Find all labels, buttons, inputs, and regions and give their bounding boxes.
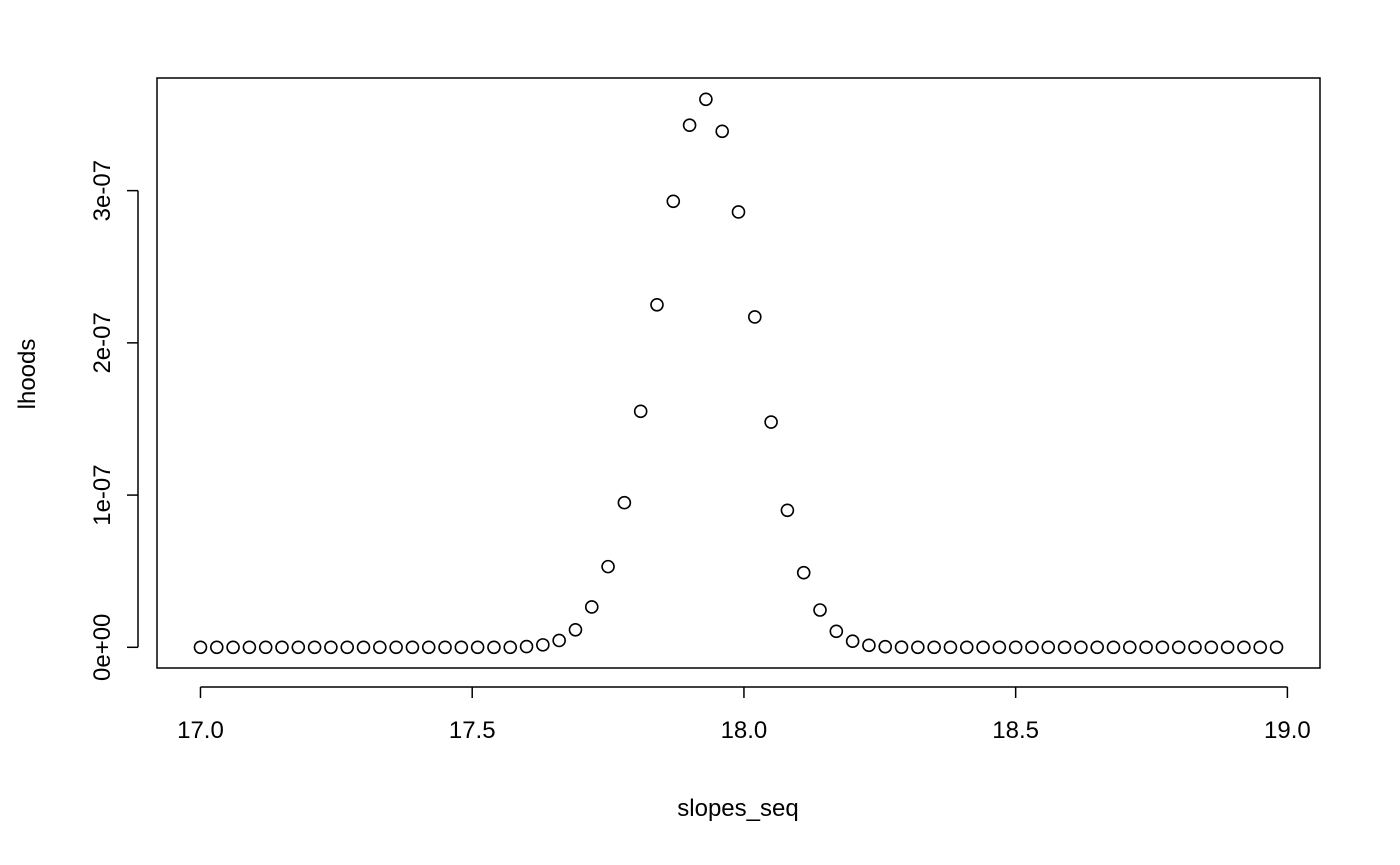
x-axis-title: slopes_seq — [677, 795, 798, 822]
y-axis-title: lhoods — [14, 339, 41, 410]
data-point — [536, 638, 550, 652]
plot-frame — [156, 77, 1321, 669]
data-point — [943, 640, 958, 655]
data-point — [1057, 640, 1072, 655]
data-point — [454, 640, 469, 655]
data-point — [340, 640, 355, 655]
data-point — [356, 640, 371, 655]
data-point — [258, 640, 273, 655]
data-point — [487, 640, 501, 655]
y-tick-label: 2e-07 — [89, 312, 116, 373]
data-point — [748, 310, 762, 324]
data-point — [682, 118, 697, 132]
data-point — [421, 640, 436, 655]
data-point — [959, 640, 974, 655]
data-point — [405, 640, 420, 655]
data-point — [862, 638, 876, 653]
data-point — [193, 640, 208, 655]
data-point — [1074, 640, 1088, 655]
y-tick-label: 3e-07 — [89, 160, 116, 221]
data-point — [275, 640, 289, 655]
y-tick-label: 0e+00 — [89, 614, 116, 681]
data-point — [894, 640, 909, 654]
data-point — [470, 640, 485, 655]
data-point — [1253, 640, 1268, 655]
data-point — [1122, 640, 1137, 655]
x-tick-label: 17.5 — [449, 717, 496, 744]
y-tick-label: 1e-07 — [89, 464, 116, 525]
data-point — [552, 633, 566, 648]
data-point — [1139, 640, 1153, 655]
data-point — [617, 495, 632, 510]
data-point — [764, 415, 778, 429]
data-point — [438, 640, 452, 655]
data-point — [1171, 640, 1186, 655]
data-point — [1220, 640, 1235, 655]
data-point — [584, 600, 599, 614]
data-point — [927, 640, 941, 655]
data-point — [226, 640, 240, 655]
data-point — [976, 640, 990, 655]
data-point — [633, 404, 648, 419]
data-point — [601, 559, 615, 574]
data-point — [291, 640, 306, 655]
data-points — [193, 92, 1284, 655]
x-tick-label: 18.0 — [721, 717, 768, 744]
data-point — [845, 634, 860, 649]
data-point — [829, 624, 844, 639]
data-point — [1090, 640, 1104, 655]
data-point — [1008, 640, 1023, 655]
data-point — [878, 639, 893, 654]
x-tick-label: 17.0 — [177, 717, 224, 744]
data-point — [780, 503, 795, 518]
data-point — [1269, 640, 1284, 655]
x-tick-label: 18.5 — [992, 717, 1039, 744]
data-point — [666, 194, 681, 209]
data-point — [796, 565, 811, 580]
x-axis: 17.0 17.5 18.0 18.5 19.0 — [177, 686, 1311, 744]
data-point — [699, 92, 713, 107]
data-point — [1204, 640, 1219, 655]
data-point — [992, 640, 1007, 655]
data-point — [373, 640, 387, 655]
data-point — [1041, 640, 1056, 655]
data-point — [731, 205, 746, 219]
data-point — [242, 640, 257, 655]
data-point — [1237, 640, 1251, 655]
data-point — [715, 124, 729, 139]
data-point — [1155, 640, 1170, 655]
data-point — [1025, 640, 1039, 655]
data-point — [389, 640, 403, 655]
y-axis: 0e+00 1e-07 2e-07 3e-07 — [89, 160, 139, 681]
data-point — [519, 639, 534, 654]
data-point — [813, 603, 827, 617]
data-point — [568, 622, 583, 637]
x-tick-label: 19.0 — [1264, 717, 1311, 744]
data-point — [209, 640, 224, 655]
data-point — [307, 640, 322, 655]
data-point — [1106, 640, 1121, 655]
data-point — [503, 640, 518, 655]
data-point — [911, 640, 925, 655]
data-point — [650, 298, 664, 312]
data-point — [1188, 640, 1202, 655]
data-point — [324, 640, 338, 655]
